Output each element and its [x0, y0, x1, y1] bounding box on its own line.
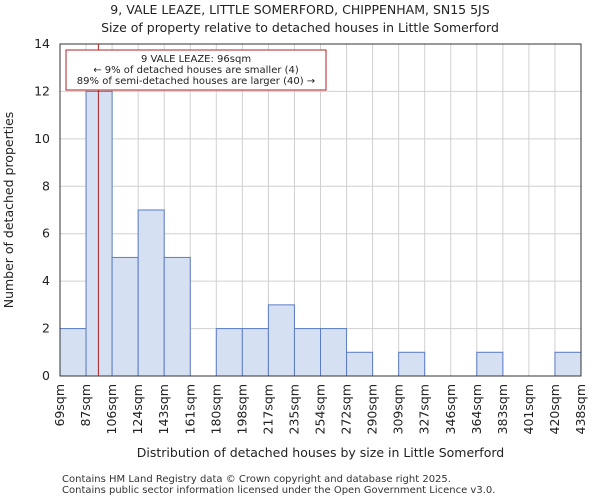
x-tick-label: 290sqm — [365, 384, 380, 434]
x-tick-label: 235sqm — [286, 384, 301, 434]
bar — [85, 90, 113, 377]
chart-title: 9, VALE LEAZE, LITTLE SOMERFORD, CHIPPEN… — [110, 2, 489, 17]
annotation-line-2: ← 9% of detached houses are smaller (4) — [93, 65, 299, 76]
y-tick-label: 6 — [42, 226, 50, 241]
x-tick-label: 87sqm — [78, 384, 93, 427]
plot-frame — [59, 43, 582, 377]
x-tick-label: 309sqm — [391, 384, 406, 434]
y-tick-label: 12 — [34, 83, 50, 98]
footer-line-1: Contains HM Land Registry data © Crown c… — [62, 474, 451, 485]
bar — [293, 328, 322, 377]
x-tick-label: 143sqm — [156, 384, 171, 434]
bar — [267, 304, 295, 377]
y-tick-label: 14 — [34, 36, 50, 51]
y-axis-label: Number of detached properties — [1, 112, 16, 309]
x-tick-label: 327sqm — [417, 384, 432, 434]
x-tick-label: 106sqm — [104, 384, 119, 434]
y-tick-label: 2 — [42, 321, 50, 336]
x-tick-label: 161sqm — [182, 384, 197, 434]
chart-subtitle: Size of property relative to detached ho… — [101, 20, 499, 35]
y-tick-label: 8 — [42, 178, 50, 193]
bar — [163, 256, 191, 377]
y-tick-label: 0 — [42, 368, 50, 383]
bar — [111, 256, 139, 377]
x-tick-labels: 69sqm 87sqm 106sqm 124sqm 143sqm 161sqm 180sqm… — [52, 384, 588, 434]
x-tick-label: 217sqm — [260, 384, 275, 434]
x-tick-label: 438sqm — [573, 384, 588, 434]
bar — [59, 328, 87, 377]
bar — [320, 328, 348, 377]
y-tick-label: 4 — [42, 273, 50, 288]
x-tick-label: 69sqm — [52, 384, 67, 427]
x-tick-label: 364sqm — [469, 384, 484, 434]
bar — [215, 328, 243, 377]
bar — [476, 351, 504, 377]
bar — [554, 351, 582, 377]
x-tick-label: 180sqm — [208, 384, 223, 434]
bar — [241, 328, 269, 377]
annotation-line-1: 9 VALE LEAZE: 96sqm — [141, 54, 251, 65]
bar — [398, 351, 426, 377]
x-tick-label: 124sqm — [130, 384, 145, 434]
x-tick-label: 401sqm — [521, 384, 536, 434]
x-tick-label: 346sqm — [443, 384, 458, 434]
y-tick-labels: 0 2 4 6 8 10 12 14 — [34, 36, 50, 383]
annotation-line-3: 89% of semi-detached houses are larger (… — [77, 76, 315, 87]
annotation-box — [65, 49, 327, 91]
y-tick-label: 10 — [34, 131, 50, 146]
x-tick-label: 383sqm — [495, 384, 510, 434]
x-tick-label: 198sqm — [234, 384, 249, 434]
bar — [346, 351, 374, 377]
x-tick-label: 254sqm — [313, 384, 328, 434]
x-axis-label: Distribution of detached houses by size … — [137, 445, 504, 460]
x-tick-label: 272sqm — [339, 384, 354, 434]
bars — [59, 90, 582, 377]
property-annotation: 9 VALE LEAZE: 96sqm ← 9% of detached hou… — [65, 49, 327, 91]
x-tick-label: 420sqm — [547, 384, 562, 434]
bar — [137, 209, 165, 377]
footer-line-2: Contains public sector information licen… — [62, 485, 496, 496]
